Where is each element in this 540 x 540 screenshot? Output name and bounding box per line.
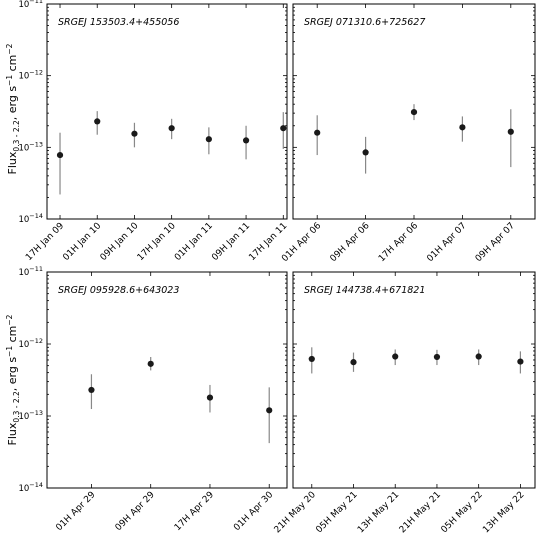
y-tick-label: 10−12 [18,337,43,350]
x-tick-label: 01H Apr 29 [54,490,97,533]
y-tick-label: 10−14 [18,481,43,494]
data-point [507,128,514,135]
data-point [94,118,101,125]
data-point [517,358,524,365]
data-point [350,359,357,366]
y-tick-label: 10−12 [18,69,43,82]
x-tick-label: 21H May 21 [398,490,443,535]
y-tick-label: 10−14 [18,212,43,225]
x-tick-label: 01H Apr 07 [425,221,468,264]
x-tick-label: 01H Apr 30 [232,490,275,533]
data-point [266,407,273,414]
panel-3: 10−11 10−12 10−13 10−14 01H Apr 29 09H Apr 29… [18,265,288,533]
x-tick-label: 01H Jan 10 [61,221,103,263]
data-point [433,353,441,361]
panel-title: SRGEJ 153503.4+455056 [58,17,179,28]
data-point [88,386,95,394]
data-point [475,353,482,360]
y-axis-label-top: Flux0.3 - 2.2, erg s−1 cm−2 [5,43,21,174]
x-tick-label: 05H May 21 [314,490,359,535]
x-tick-label: 09H Apr 06 [329,221,372,264]
x-tick-label: 09H Apr 29 [114,490,157,533]
data-point [205,136,212,143]
data-point [308,355,315,363]
x-tick-label: 13H May 22 [481,490,526,535]
data-point [459,124,466,131]
data-point [131,130,138,137]
panel-frame [46,3,288,220]
x-tick-label: 17H Jan 09 [24,221,66,263]
x-tick-label: 17H Apr 29 [173,490,216,533]
x-tick-label: 17H Jan 10 [136,221,178,263]
panel-frame [46,271,288,489]
x-tick-label: 09H Jan 11 [210,221,252,263]
data-point [392,353,399,360]
y-tick-label: 10−13 [18,140,43,153]
data-point [280,125,287,132]
data-point [362,149,369,156]
panel-title: SRGEJ 144738.4+671821 [304,285,425,296]
data-point [410,109,418,116]
panel-2: 01H Apr 06 09H Apr 06 17H Apr 06 01H Apr 07… [280,3,536,264]
x-tick-label: 21H May 20 [273,490,318,535]
data-point [206,394,214,401]
data-point [314,129,321,136]
data-point [242,137,250,144]
y-tick-label: 10−13 [18,409,43,422]
y-tick-label: 10−11 [18,0,43,10]
x-tick-label: 05H May 22 [440,490,485,535]
x-tick-label: 09H Apr 07 [474,221,517,264]
panel-title: SRGEJ 095928.6+643023 [58,285,179,296]
data-point [56,151,64,159]
panel-title: SRGEJ 071310.6+725627 [304,17,425,28]
x-tick-label: 13H May 21 [356,490,401,535]
x-tick-label: 17H Apr 06 [377,221,420,264]
data-point [147,360,154,367]
x-tick-label: 09H Jan 10 [99,221,141,263]
y-tick-label: 10−11 [18,265,43,278]
y-axis-label-bottom: Flux0.3 - 2.2, erg s−1 cm−2 [5,314,21,445]
data-point [168,125,175,132]
x-tick-label: 01H Jan 11 [173,221,215,263]
panel-frame [292,271,536,489]
